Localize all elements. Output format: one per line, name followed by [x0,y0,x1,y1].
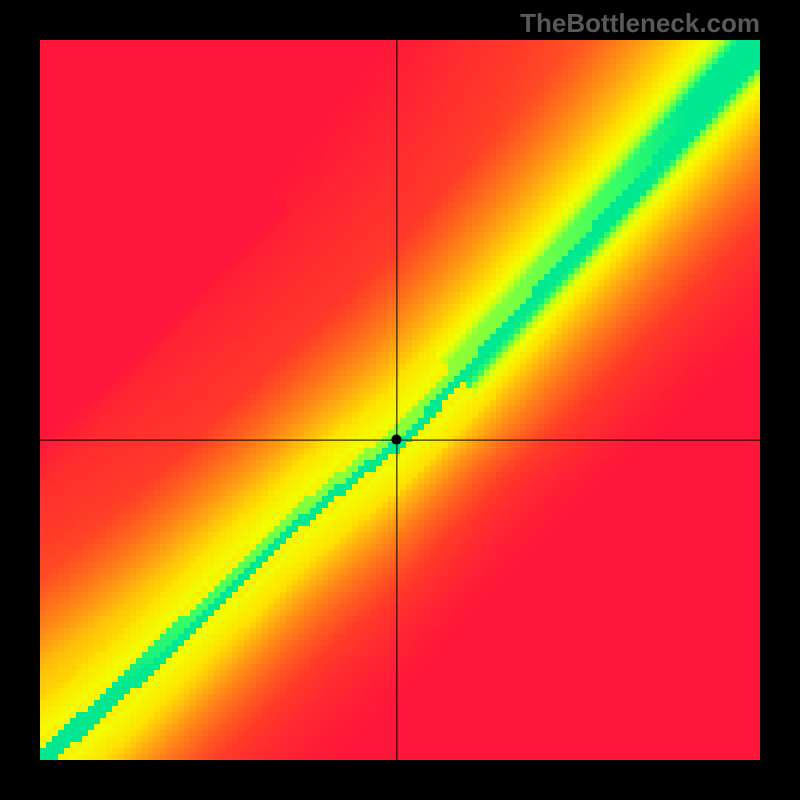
chart-container: TheBottleneck.com [0,0,800,800]
overlay-canvas [0,0,800,800]
watermark-text: TheBottleneck.com [520,8,760,39]
